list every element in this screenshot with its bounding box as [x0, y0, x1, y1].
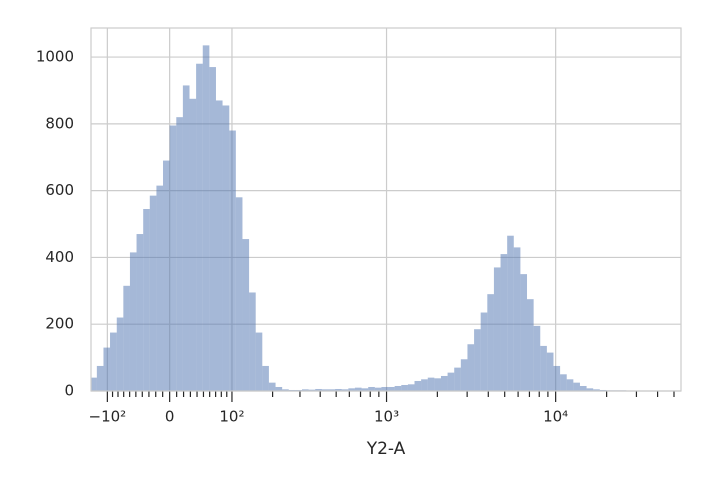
bar	[527, 299, 534, 391]
bar	[235, 197, 243, 391]
bar	[447, 372, 455, 391]
bar	[533, 325, 541, 391]
bar	[500, 254, 508, 391]
bar	[513, 247, 521, 391]
bar	[262, 365, 269, 391]
x-tick-label: −10²	[89, 408, 127, 426]
bar	[275, 386, 283, 391]
bar	[579, 385, 587, 391]
bar	[421, 379, 428, 391]
bar	[176, 117, 183, 391]
x-tick-label: 0	[165, 408, 175, 426]
bar	[553, 365, 561, 391]
bar	[540, 345, 547, 391]
bar	[242, 239, 250, 391]
x-tick-label: 10³	[374, 408, 399, 426]
bar	[308, 389, 316, 391]
bar	[143, 208, 150, 391]
bar	[189, 98, 197, 391]
bar	[493, 267, 501, 391]
bar	[427, 377, 435, 391]
bar	[507, 235, 514, 391]
bar	[302, 389, 309, 391]
bar	[335, 388, 342, 391]
bar	[374, 387, 382, 391]
bar	[315, 388, 322, 391]
bar	[414, 380, 422, 391]
x-axis-label: Y2-A	[366, 439, 406, 459]
bar	[440, 375, 448, 391]
plot-frame	[90, 27, 682, 392]
y-tick-label: 200	[45, 315, 74, 333]
y-tick-label: 0	[64, 382, 74, 400]
bar	[354, 387, 362, 391]
bar	[136, 234, 144, 391]
bar	[149, 195, 157, 391]
y-tick-label: 600	[45, 181, 74, 199]
bar	[229, 130, 236, 392]
bar	[573, 382, 580, 391]
bar	[560, 374, 567, 391]
bar	[454, 367, 461, 391]
bar	[91, 377, 97, 391]
bar	[129, 252, 137, 391]
bar	[586, 388, 594, 391]
bar	[361, 388, 369, 391]
bar	[487, 294, 494, 391]
y-tick-label: 1000	[36, 48, 74, 66]
bar	[123, 285, 130, 391]
bar	[546, 352, 554, 391]
bar	[480, 312, 488, 391]
y-tick-label: 800	[45, 114, 74, 132]
bar	[249, 292, 256, 391]
bar	[328, 389, 336, 391]
bar	[103, 347, 111, 391]
bar	[388, 386, 395, 391]
bar	[520, 274, 528, 391]
bar	[407, 384, 415, 391]
bar	[381, 386, 389, 391]
bar	[268, 382, 276, 391]
bar	[593, 389, 600, 391]
bar	[110, 332, 117, 391]
bar	[467, 344, 475, 391]
bar	[116, 317, 124, 391]
bar	[196, 63, 203, 391]
bar	[215, 100, 223, 391]
x-tick-label: 10⁴	[543, 408, 568, 426]
bar	[341, 389, 349, 391]
bar	[394, 385, 402, 391]
bar	[255, 332, 263, 391]
bar	[474, 329, 481, 391]
bar	[460, 359, 468, 391]
bar	[182, 85, 190, 392]
bar	[169, 125, 177, 391]
bar	[163, 160, 170, 391]
bar	[156, 185, 164, 391]
bar	[321, 389, 329, 391]
bar	[282, 389, 289, 391]
y-tick-label: 400	[45, 248, 74, 266]
bar	[209, 67, 216, 392]
x-tick-label: 10²	[219, 408, 244, 426]
bar	[222, 105, 230, 392]
bar	[401, 384, 408, 391]
bar	[368, 386, 375, 391]
bar	[202, 45, 210, 391]
bar	[566, 379, 574, 391]
bar	[96, 365, 104, 391]
bar	[348, 388, 355, 391]
bar	[434, 378, 441, 391]
